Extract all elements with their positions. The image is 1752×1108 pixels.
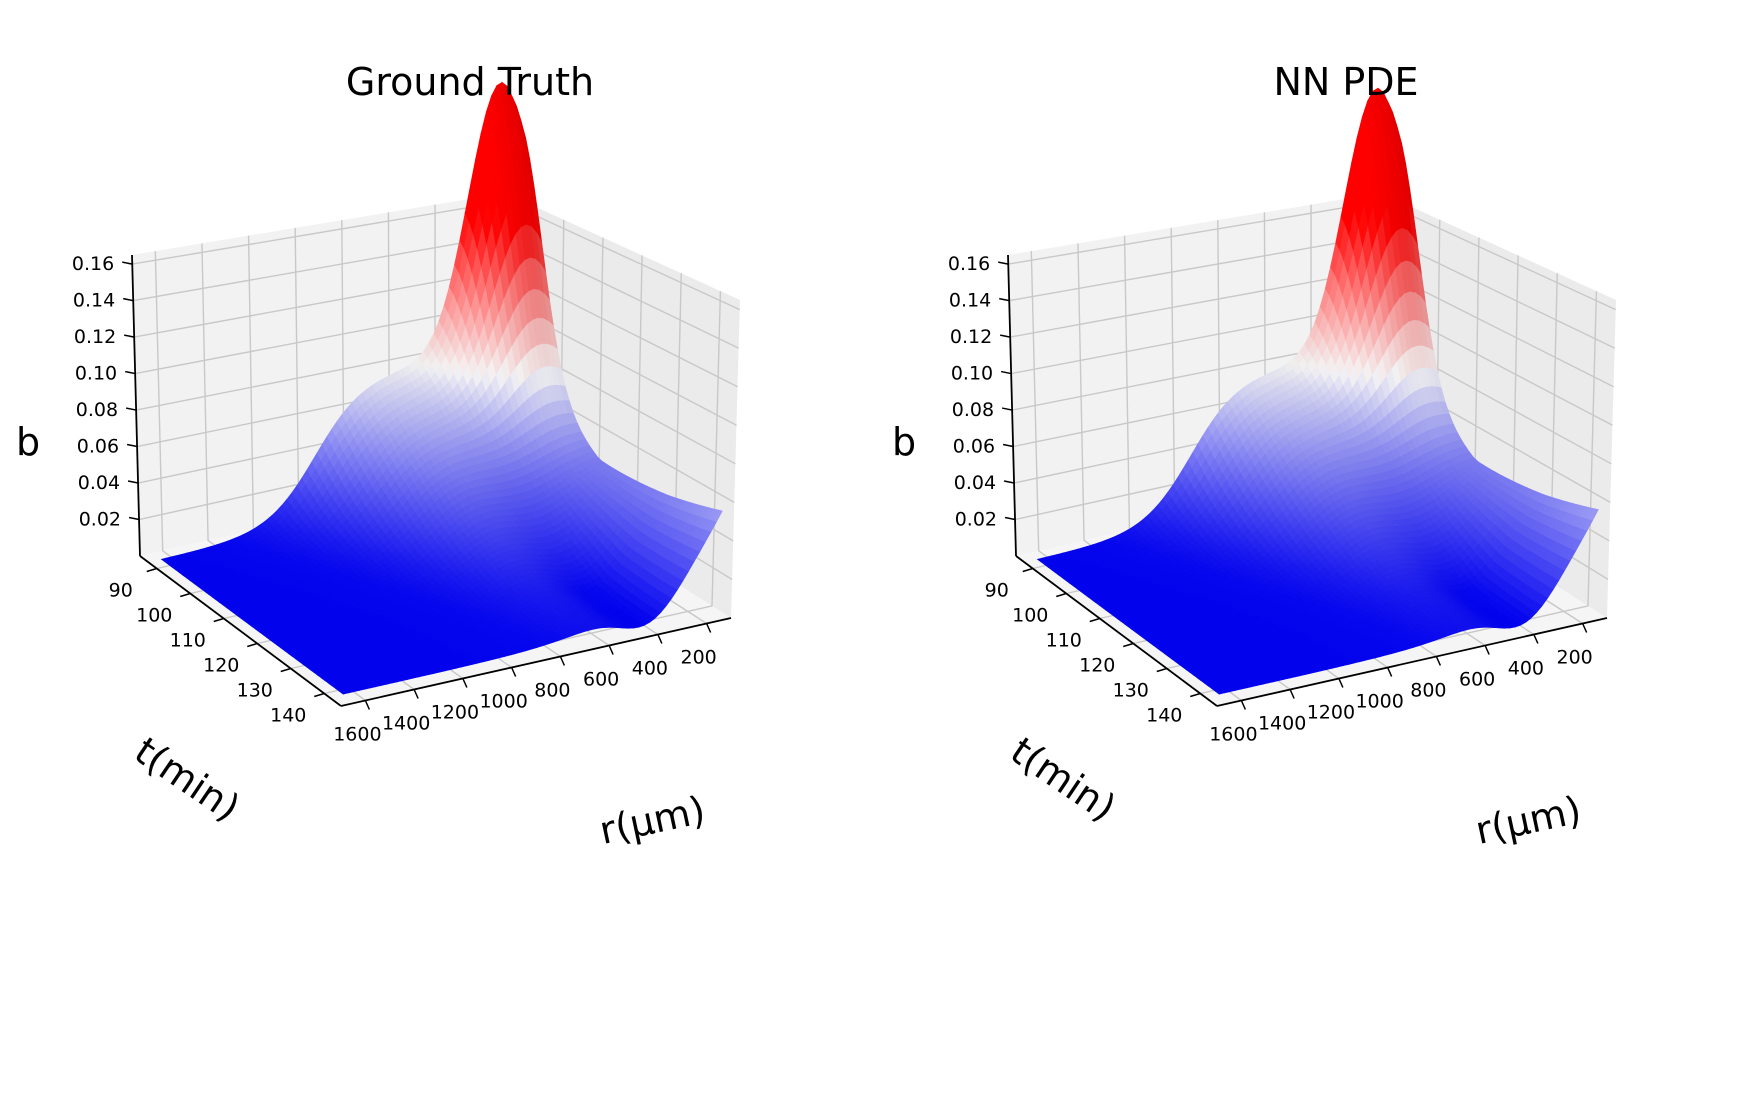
r-axis-line [340,617,732,707]
r-tick [413,689,419,699]
t-tick-label: 140 [270,705,306,727]
r-tick [364,700,371,710]
r-tick-label: 400 [632,658,668,680]
r-tick-label: 200 [680,647,716,669]
surface-facet [712,509,723,522]
surface-chart-nn-pde: 2004006008001000120014001600901001101201… [892,60,1617,853]
r-tick [462,678,468,688]
r-axis-label: r(μm) [596,788,709,853]
r-tick-label: 600 [583,669,619,691]
b-tick [128,516,140,521]
t-tick-label: 90 [109,580,133,602]
t-tick-label: 100 [136,605,172,627]
b-tick-label: 0.16 [72,253,114,275]
t-tick-label: 130 [237,680,273,702]
chart-title: Ground Truth [346,60,594,104]
b-tick [126,443,138,448]
r-tick-label: 1600 [333,724,381,746]
t-tick [180,592,191,598]
t-tick [213,617,224,623]
t-tick-label: 110 [170,630,206,652]
t-tick [146,567,157,573]
t-tick [247,642,258,648]
b-axis-line [131,254,141,557]
t-tick-label: 120 [203,655,239,677]
t-axis-line [139,555,342,707]
r-tick [705,623,712,633]
surface [160,81,723,695]
b-tick [125,370,136,375]
t-tick [314,692,325,698]
b-tick-label: 0.04 [78,472,120,494]
b-tick [127,480,139,484]
r-tick-label: 800 [534,680,570,702]
b-tick-label: 0.08 [76,399,118,421]
b-tick-label: 0.02 [79,509,121,531]
r-tick-label: 1200 [431,702,479,724]
b-tick-label: 0.12 [74,326,116,348]
b-tick-label: 0.06 [77,436,119,458]
b-tick-label: 0.10 [75,363,117,385]
b-tick [122,261,133,265]
r-tick [657,634,663,644]
r-tick [559,656,566,666]
r-tick-label: 1400 [382,713,430,735]
r-tick-label: 1000 [479,691,527,713]
chart-panel-ground-truth: 200 400 600 800 1000 1200 1400 1600 90 100 110 120 1… [16,60,741,853]
chart-panel-nn-pde: 200 400 600 800 1000 1200 1400 1600 90 100 110 120 1… [876,0,1752,1108]
axis-lines [131,254,732,707]
t-axis-label: t(min) [127,728,248,829]
t-tick [280,667,291,673]
r-tick [608,645,614,655]
b-tick-label: 0.14 [73,290,115,312]
b-tick [124,334,135,338]
b-tick [123,297,134,302]
b-tick [125,407,137,411]
b-axis-label: b [16,420,40,464]
surface [1036,87,1599,695]
r-tick [510,667,517,677]
